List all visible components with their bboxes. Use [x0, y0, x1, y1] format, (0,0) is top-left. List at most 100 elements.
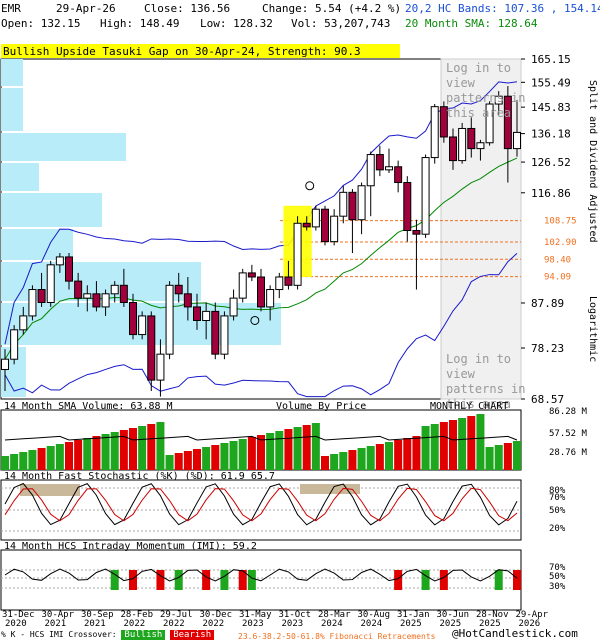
candle [293, 222, 302, 286]
volume-value: Vol: 53,207,743 [291, 17, 391, 30]
x-tick-label: 31-May [239, 610, 272, 620]
imi-cross-bar [129, 570, 137, 590]
volume-bar [211, 445, 220, 470]
stoch-tick-label: 80% [549, 486, 566, 496]
candle [412, 230, 421, 235]
volume-bar [293, 427, 302, 470]
candle [229, 297, 238, 317]
candle [430, 106, 439, 159]
imi-line [4, 568, 518, 582]
signal-banner [1, 44, 400, 58]
x-tick-year: 2025 [440, 619, 462, 629]
candle [147, 315, 156, 381]
y-tick-label: 116.86 [531, 187, 571, 200]
fib-label: 102.90 [544, 238, 577, 248]
candle [275, 276, 284, 291]
bullish-chip: Bullish [121, 630, 166, 640]
volume-bar [147, 424, 156, 470]
marker-circle [250, 315, 260, 325]
x-tick-year: 2026 [519, 619, 541, 629]
y-tick-label: 68.57 [531, 393, 564, 406]
volume-bar [83, 438, 92, 470]
stoch-k [4, 482, 518, 526]
volume-bar [229, 441, 238, 470]
volume-bar [412, 436, 421, 470]
candle [513, 131, 521, 150]
candle [421, 157, 430, 235]
stoch-title: 14 Month Fast Stochastic (%K) (%D): 61.9… [4, 471, 275, 482]
volume-bar [394, 440, 403, 470]
volume-bar [513, 441, 521, 470]
volume-bar [421, 426, 430, 470]
x-tick-label: 31-Jan [397, 610, 430, 620]
close-value: Close: 136.56 [144, 2, 231, 15]
volume-bar [110, 432, 119, 470]
candle [46, 264, 55, 303]
stoch-overbought [300, 484, 360, 494]
candle [247, 272, 256, 278]
volume-bar [284, 429, 293, 470]
candle [65, 256, 73, 282]
x-tick-year: 2022 [124, 619, 146, 629]
y-tick-label: 165.15 [531, 53, 571, 66]
candle [238, 272, 247, 299]
volume-bar [119, 430, 128, 470]
x-tick-label: 30-Jun [437, 610, 470, 620]
stoch-tick-label: 50% [549, 506, 566, 516]
candle [211, 310, 220, 355]
volume-bar [174, 453, 183, 470]
volume-bar [65, 442, 73, 470]
candle [156, 353, 165, 381]
imi-tick-label: 50% [549, 572, 566, 582]
volume-bar [165, 455, 174, 470]
stoch-tick-label: 70% [549, 493, 566, 503]
login-top[interactable]: Log in to view patterns in this area [446, 61, 526, 120]
volume-bar [321, 456, 329, 470]
volume-title: 14 Month SMA Volume: 63.88 M [4, 401, 173, 412]
volume-bar [74, 440, 83, 470]
candle [449, 136, 457, 162]
y-tick-label: 136.18 [531, 128, 571, 141]
vbp-bar [1, 88, 23, 131]
imi-cross-bar [238, 570, 247, 590]
x-tick-label: 28-Feb [121, 610, 154, 620]
y-tick-label: 145.83 [531, 101, 571, 114]
stoch-d [4, 487, 518, 522]
imi-cross-bar [247, 570, 256, 590]
candle [476, 142, 485, 150]
volume-bar [1, 456, 9, 470]
volume-sma [4, 435, 518, 441]
volume-bar [266, 433, 275, 470]
marker-circle [305, 181, 315, 191]
candle [485, 103, 494, 144]
candle [165, 284, 174, 355]
login-bottom[interactable]: Log in to view patterns in this area [446, 352, 526, 411]
candle [83, 293, 92, 299]
bearish-chip: Bearish [170, 630, 215, 640]
volume-bar [183, 451, 192, 470]
candle [266, 289, 275, 308]
imi-title: 14 Month HCS Intraday Momentum (IMI): 59… [4, 541, 257, 552]
vbp-bar [1, 193, 102, 227]
candle [129, 301, 137, 336]
volume-bar [330, 454, 339, 470]
candle [375, 154, 384, 171]
copyright[interactable]: @HotCandlestick.com [452, 627, 578, 640]
x-tick-year: 2024 [321, 619, 343, 629]
imi-cross-bar [174, 570, 183, 590]
quote-date: 29-Apr-26 [56, 2, 116, 15]
candle [503, 95, 512, 150]
candle [257, 276, 265, 308]
high-value: High: 148.49 [100, 17, 180, 30]
volume-bar [55, 444, 64, 470]
fib-label: 94.09 [544, 273, 571, 283]
lower-band [4, 252, 518, 398]
volume-tick-label: 86.28 M [549, 407, 588, 417]
stoch-overbought [20, 484, 80, 496]
candle [74, 280, 83, 299]
volume-bar [275, 431, 284, 470]
candle [19, 315, 28, 331]
candle [284, 276, 293, 286]
volume-bar [238, 439, 247, 470]
candle [183, 293, 192, 308]
